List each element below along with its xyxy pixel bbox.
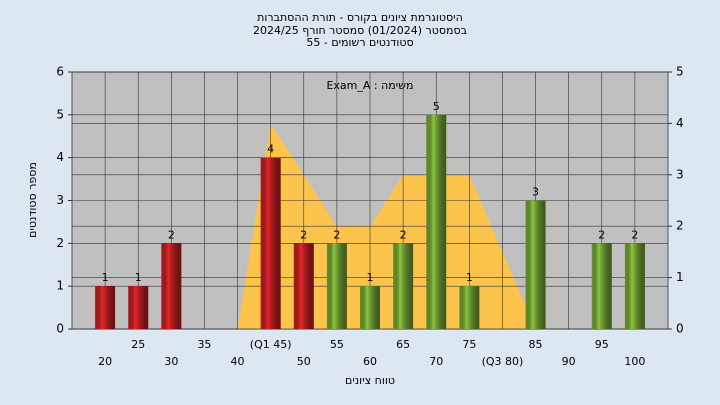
bar [591, 243, 612, 329]
x-tick-label: 90 [562, 355, 576, 368]
y2-tick-label: 1 [676, 270, 684, 284]
bar [95, 286, 116, 329]
chart-subtitle: סטודנטים רשומים - 55 [306, 36, 413, 49]
bar [326, 243, 347, 329]
bar [624, 243, 645, 329]
bar [459, 286, 480, 329]
y-axis-label: מספר סטודנטים [26, 162, 39, 238]
value-label: 2 [598, 228, 605, 241]
x-tick-label: 35 [197, 338, 211, 351]
x-tick-label: 75 [462, 338, 476, 351]
y-tick-label: 3 [56, 193, 64, 207]
value-label: 1 [466, 271, 473, 284]
value-label: 1 [135, 271, 142, 284]
bar [161, 243, 182, 329]
x-tick-label: 55 [330, 338, 344, 351]
value-label: 2 [333, 228, 340, 241]
x-tick-label: (Q3 80) [482, 355, 524, 368]
value-label: 1 [102, 271, 109, 284]
bar [360, 286, 380, 329]
x-tick-label: 30 [164, 355, 178, 368]
x-tick-label: 100 [624, 355, 645, 368]
x-tick-label: 65 [396, 338, 410, 351]
x-axis-label: טווח ציונים [345, 374, 395, 387]
value-label: 2 [168, 228, 175, 241]
x-tick-label: 20 [98, 355, 112, 368]
y2-tick-label: 0 [676, 322, 684, 336]
y-tick-label: 2 [56, 236, 64, 250]
y2-tick-label: 5 [676, 65, 684, 79]
y-tick-label: 6 [56, 65, 64, 79]
bar [525, 200, 546, 329]
x-tick-label: 60 [363, 355, 377, 368]
y-tick-label: 4 [56, 150, 64, 164]
y-tick-label: 0 [56, 322, 64, 336]
value-label: 5 [433, 100, 440, 113]
chart-title: היסטוגרמת ציונים בקורס - תורת ההסתברות [257, 11, 463, 24]
bar [260, 157, 281, 329]
bar [426, 114, 447, 329]
bar [128, 286, 149, 329]
x-tick-label: 40 [231, 355, 245, 368]
x-tick-label: (Q1 45) [250, 338, 292, 351]
value-label: 4 [267, 143, 274, 156]
x-tick-label: 85 [529, 338, 543, 351]
x-tick-label: 95 [595, 338, 609, 351]
value-label: 2 [631, 228, 638, 241]
value-label: 2 [400, 228, 407, 241]
y-tick-label: 5 [56, 107, 64, 121]
y2-tick-label: 4 [676, 116, 684, 130]
x-tick-label: 70 [429, 355, 443, 368]
value-label: 3 [532, 186, 539, 199]
x-tick-label: 25 [131, 338, 145, 351]
bar [293, 243, 314, 329]
value-label: 1 [367, 271, 374, 284]
x-tick-label: 50 [297, 355, 311, 368]
y2-tick-label: 2 [676, 219, 684, 233]
y2-tick-label: 3 [676, 167, 684, 181]
y-tick-label: 1 [56, 279, 64, 293]
value-label: 2 [300, 228, 307, 241]
bar [393, 243, 414, 329]
chart-subtitle: בסמסטר (01/2024) סמסטר חורף 2024/25 [253, 24, 467, 37]
